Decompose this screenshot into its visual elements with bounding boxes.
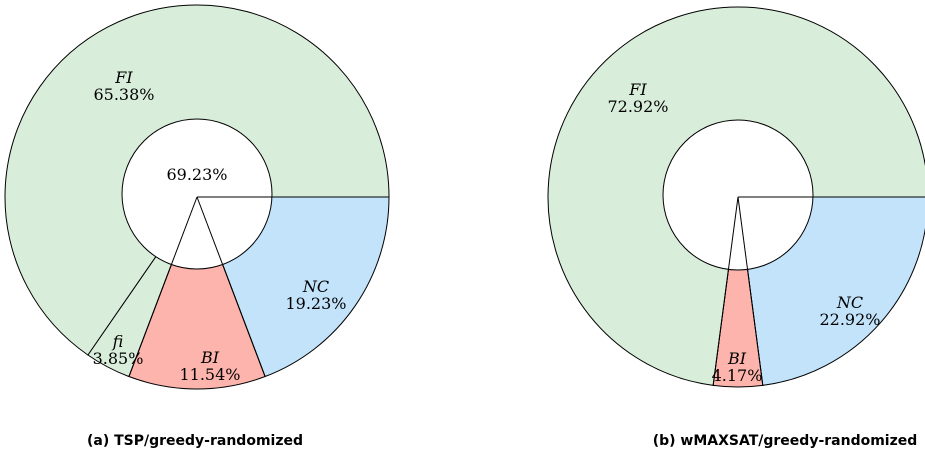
- slice-bi: [128, 195, 266, 390]
- slice-label-fi: FI: [114, 68, 133, 87]
- slice-label-fi: fi: [112, 332, 124, 351]
- slice-percent-bi: 11.54%: [179, 365, 240, 384]
- slice-boundary-bi: [737, 196, 764, 386]
- slice-label-fi: FI: [628, 80, 647, 99]
- slice-percent-bi: 4.17%: [712, 366, 763, 385]
- slice-percent-fi: 3.85%: [93, 349, 144, 368]
- center-hole: [121, 118, 273, 270]
- slice-percent-fi: 65.38%: [93, 85, 154, 104]
- caption-a: (a) TSP/greedy-randomized: [87, 433, 303, 449]
- slice-percent-fi: 72.92%: [607, 97, 668, 116]
- slice-boundary-bi: [196, 196, 266, 377]
- slice-label-nc: NC: [302, 277, 329, 296]
- slice-percent-nc: 22.92%: [819, 310, 880, 329]
- slice-label-nc: NC: [836, 293, 863, 312]
- slice-label-bi: BI: [200, 348, 220, 367]
- slice-percent-nc: 19.23%: [285, 294, 346, 313]
- slice-label-bi: BI: [727, 349, 747, 368]
- caption-b: (b) wMAXSAT/greedy-randomized: [653, 433, 918, 449]
- slice-boundary-fi: [712, 196, 739, 386]
- center-hole: [662, 119, 814, 271]
- center-label: 69.23%: [166, 165, 227, 184]
- slice-boundary-fi: [128, 196, 198, 377]
